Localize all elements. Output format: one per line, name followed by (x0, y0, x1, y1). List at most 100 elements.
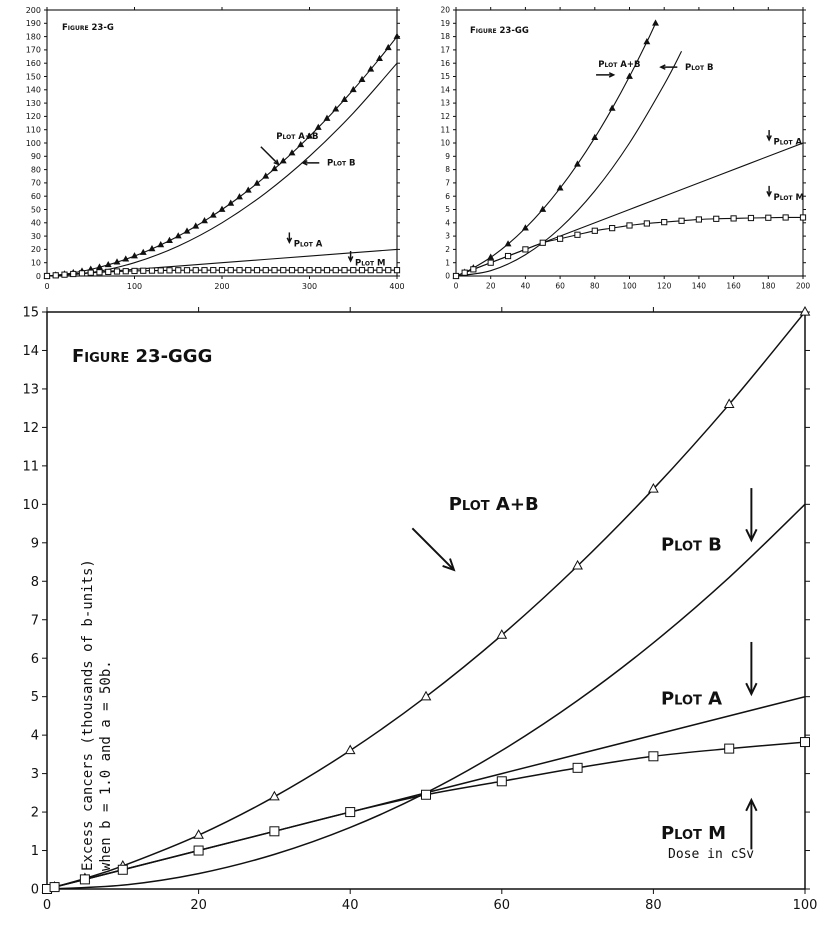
g2-y-tick-label: 8 (445, 165, 450, 174)
g2-y-tick-label: 11 (440, 125, 450, 134)
g1-point-plot-m (192, 267, 199, 274)
g1-point-plot-a-b (314, 123, 322, 130)
g1-annotation-arrow-head (273, 159, 280, 166)
g1-point-plot-m (61, 271, 68, 278)
g2-y-tick-label: 7 (445, 179, 450, 188)
g1-point-plot-m (227, 267, 234, 274)
g2-y-tick-label: 2 (445, 245, 450, 254)
g3-series-line-plot-a-b (47, 312, 805, 889)
g2-y-tick-label: 13 (440, 99, 450, 108)
g1-point-plot-m (148, 267, 156, 274)
g2-y-tick-label: 19 (440, 19, 450, 28)
g2-point-plot-m (765, 214, 772, 221)
g2-x-tick-label: 160 (726, 282, 741, 291)
g2-y-tick-label: 5 (445, 205, 450, 214)
g3-y-tick-label: 1 (31, 844, 39, 859)
g1-point-plot-m (288, 267, 296, 274)
g2-y-tick-label: 18 (440, 32, 450, 41)
g2-y-tick-label: 6 (445, 192, 450, 201)
g2-x-tick-label: 80 (590, 282, 600, 291)
g3-point-plot-a-b (344, 744, 356, 755)
g1-point-plot-m (52, 272, 59, 279)
g2-y-tick-label: 0 (445, 272, 450, 281)
g2-x-tick-label: 40 (521, 282, 531, 291)
g3-y-tick-label: 8 (31, 575, 39, 590)
g2-annotation-label: Plot M (774, 193, 804, 203)
g1-y-tick-label: 0 (36, 272, 41, 281)
g2-annotation-arrow-head (659, 64, 666, 70)
g3-point-plot-m (496, 776, 507, 787)
g3-annotation-label: Plot B (661, 534, 722, 555)
g3-point-plot-m (79, 874, 90, 885)
g2-point-plot-m (799, 214, 807, 221)
g3-point-plot-m (269, 826, 280, 837)
g2-point-plot-m (591, 227, 598, 234)
g1-point-plot-a-b (367, 65, 375, 72)
g1-point-plot-m (323, 267, 331, 274)
g2-point-plot-m (695, 216, 702, 223)
g2-y-tick-label: 1 (445, 258, 450, 267)
g1-point-plot-a-b (139, 248, 147, 255)
g2-point-plot-a-b (521, 224, 529, 231)
g2-point-plot-m (574, 231, 581, 238)
g2-point-plot-m (557, 235, 564, 242)
g3-point-plot-m (648, 751, 659, 762)
g3-point-plot-a-b (269, 790, 280, 801)
g2-annotation-arrow-head (608, 72, 616, 78)
g1-annotation-label: Plot A+B (276, 132, 318, 142)
g2-y-tick-label: 4 (445, 218, 450, 227)
g2-y-tick-label: 16 (440, 59, 450, 68)
x-axis-label: Dose in cSv (668, 847, 754, 862)
g1-x-tick-label: 200 (214, 282, 229, 291)
g3-series-line-plot-b (47, 503, 805, 889)
g1-x-tick-label: 100 (127, 282, 142, 291)
g1-plot-frame (46, 9, 398, 277)
g1-y-tick-label: 80 (31, 165, 41, 174)
g1-annotation-arrow-head (347, 256, 354, 263)
g2-point-plot-a-b (539, 205, 547, 212)
g1-point-plot-a-b (244, 186, 252, 193)
g1-point-plot-a-b (209, 211, 217, 218)
g1-point-plot-a-b (262, 172, 270, 179)
g1-point-plot-m (218, 267, 226, 274)
g2-chart-title: Figure 23-GG (470, 26, 529, 36)
g1-point-plot-m (183, 267, 191, 274)
g1-point-plot-m (367, 267, 374, 274)
g3-annotation-arrow-head (442, 558, 456, 572)
g3-point-plot-m (117, 864, 128, 875)
g3-annotation-label: Plot A (661, 688, 722, 709)
g2-point-plot-m (452, 272, 460, 280)
g2-series-line-plot-m (456, 216, 803, 276)
g3-y-tick-label: 10 (22, 498, 39, 513)
g3-y-tick-label: 6 (31, 652, 39, 667)
g1-point-plot-a-b (384, 43, 392, 51)
g3-y-tick-label: 0 (31, 883, 39, 898)
g1-point-plot-m (306, 267, 313, 274)
g3-annotation-arrow-shaft (411, 527, 455, 571)
g1-point-plot-a-b (227, 199, 235, 206)
g1-point-plot-m (315, 267, 322, 274)
g1-point-plot-m (43, 272, 51, 280)
g2-point-plot-a-b (608, 104, 616, 111)
g1-point-plot-a-b (104, 260, 112, 268)
g1-point-plot-m (297, 267, 304, 274)
g1-chart-title: Figure 23-G (62, 23, 114, 33)
g2-y-tick-label: 14 (440, 85, 450, 94)
g1-point-plot-m (70, 270, 77, 278)
g1-point-plot-m (332, 267, 339, 274)
g3-point-plot-a-b (193, 829, 204, 839)
g2-annotation-label: Plot A (774, 137, 803, 147)
g1-point-plot-a-b (279, 157, 287, 164)
g1-point-plot-a-b (174, 232, 182, 239)
g1-point-plot-m (245, 267, 252, 274)
g3-x-tick-label: 20 (190, 898, 207, 913)
g1-y-tick-label: 30 (31, 232, 41, 241)
g1-point-plot-a-b (393, 32, 401, 39)
g2-x-tick-label: 200 (796, 282, 811, 291)
g2-series-line-plot-b (456, 50, 683, 276)
g1-y-tick-label: 150 (26, 72, 41, 81)
g1-point-plot-a-b (96, 263, 103, 270)
g3-y-tick-label: 4 (31, 729, 39, 744)
